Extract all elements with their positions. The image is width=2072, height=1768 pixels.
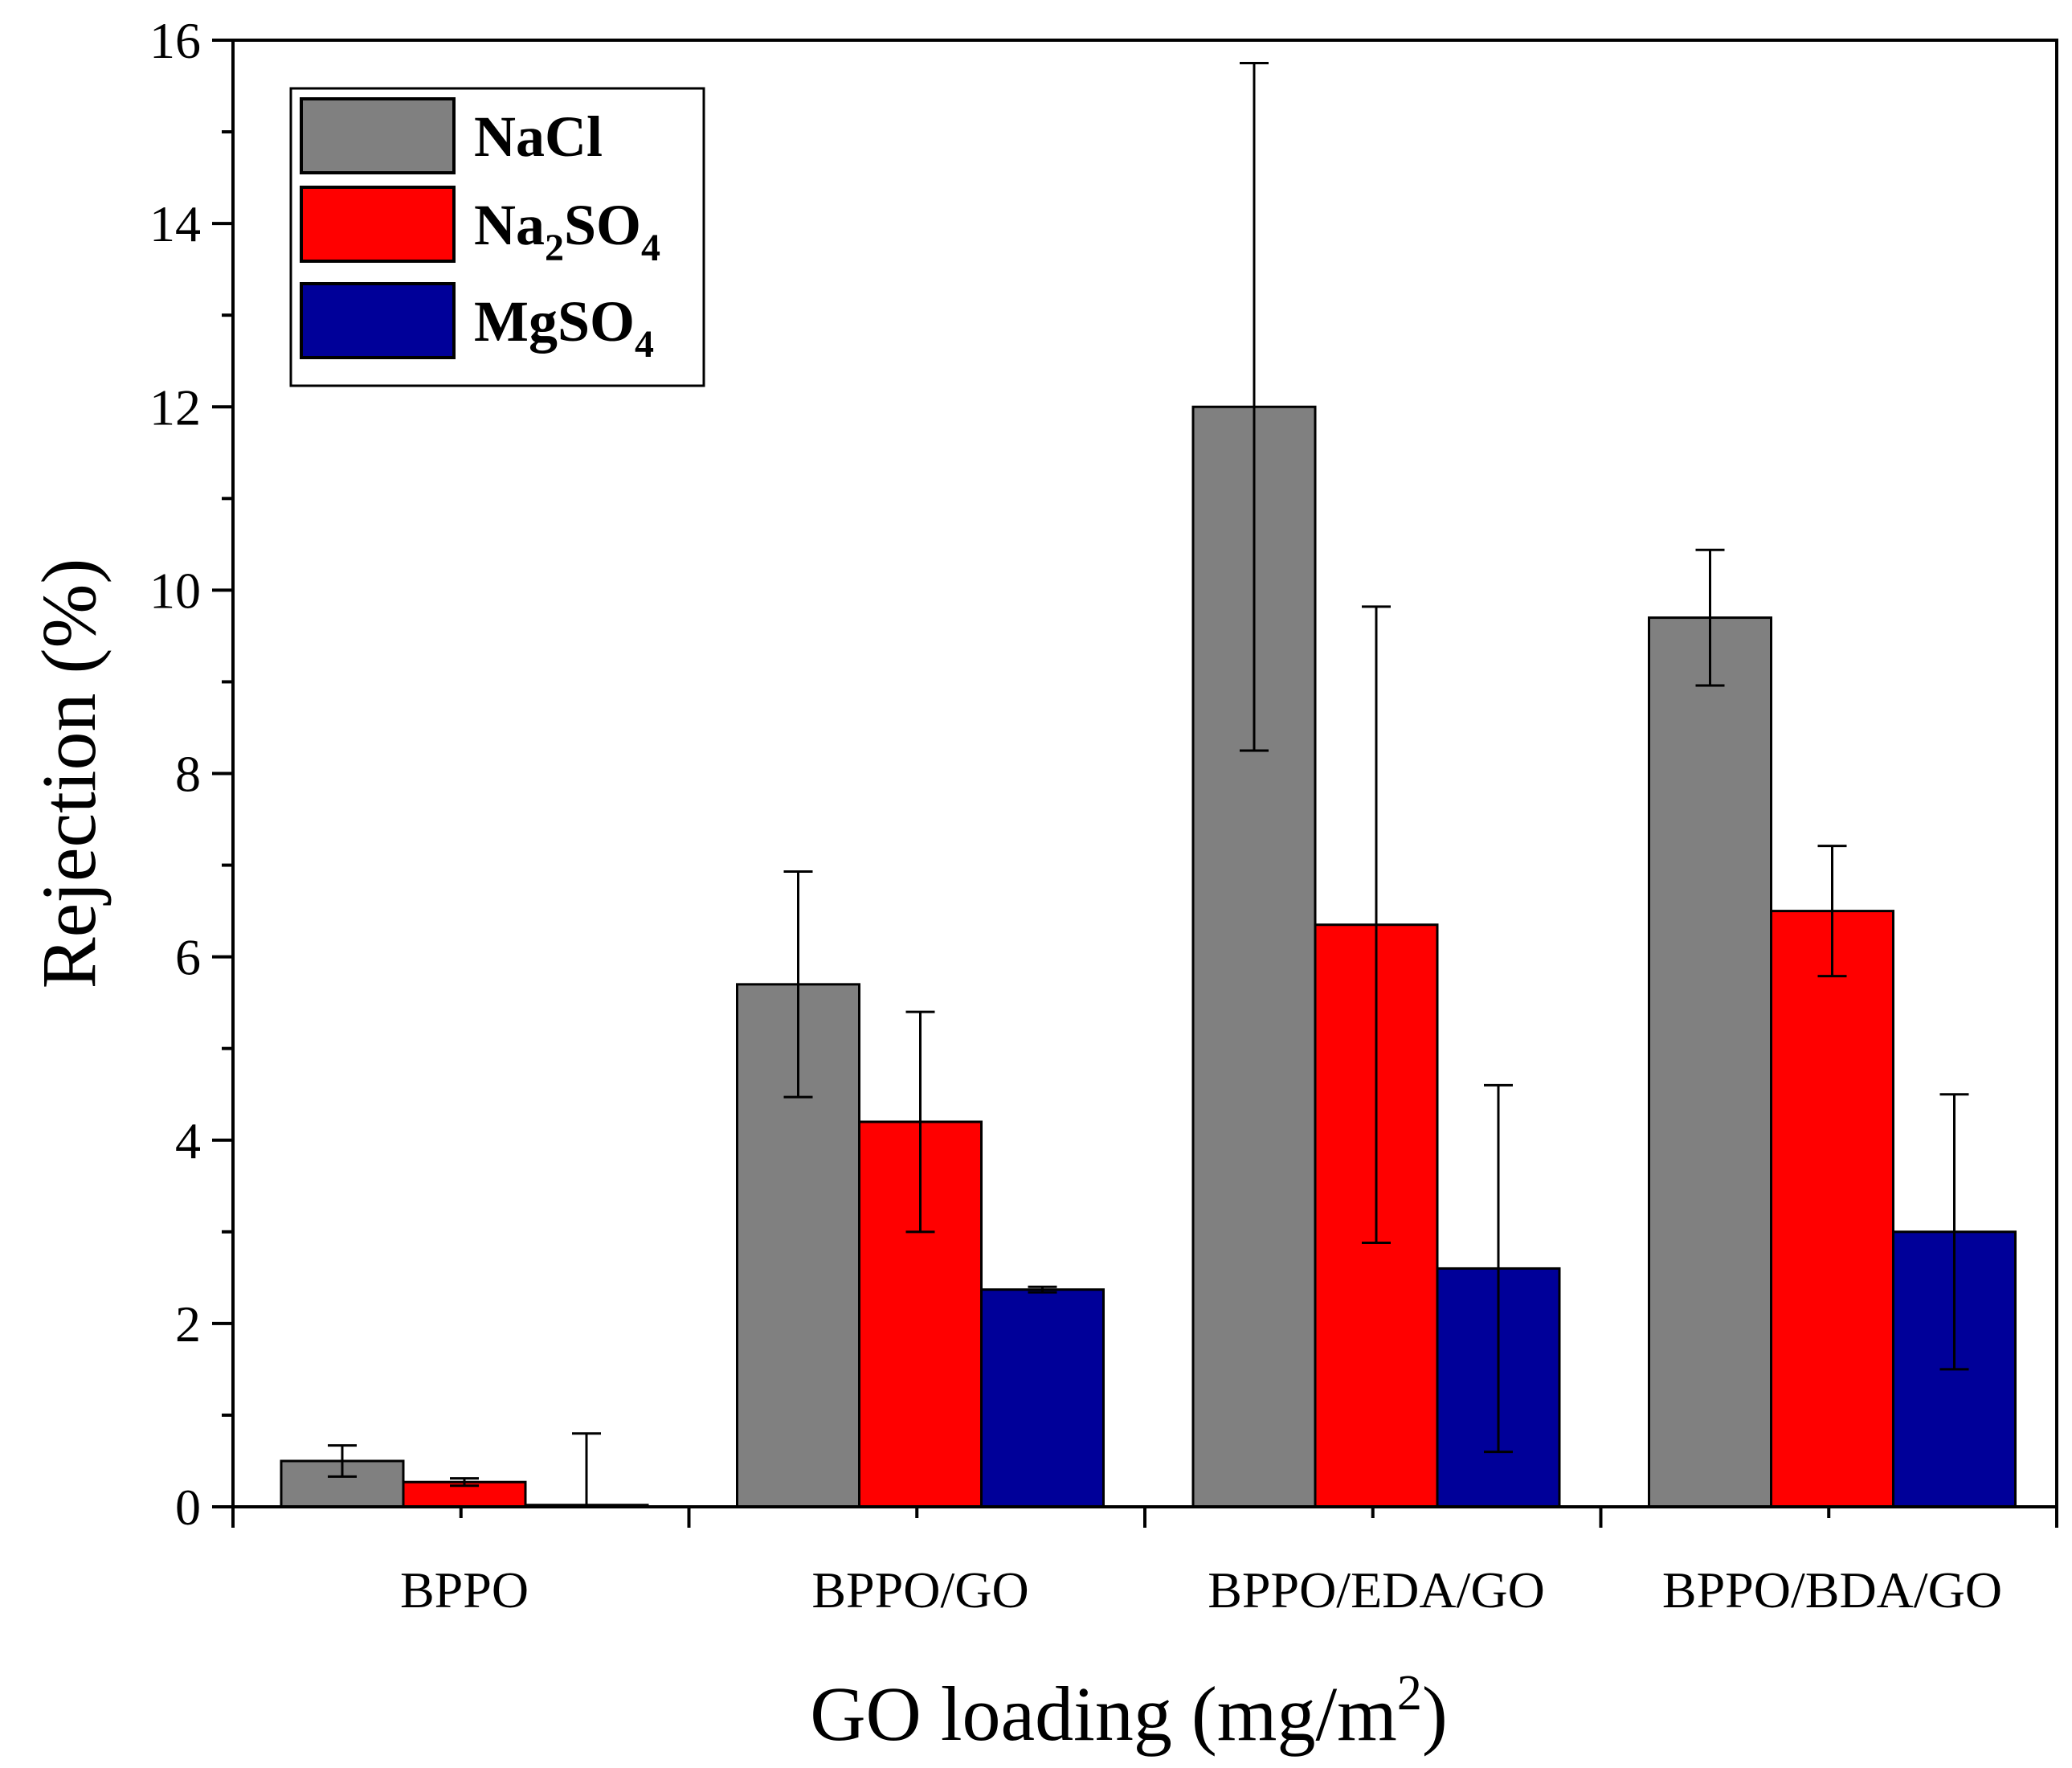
y-tick-label-16: 16 [149, 12, 201, 69]
legend-label-part: Na [474, 193, 545, 257]
y-tick-label-4: 4 [175, 1112, 201, 1169]
legend-label-subscript: 2 [545, 227, 564, 269]
legend-label-part: MgSO [474, 289, 635, 354]
legend-swatch-na2so4 [300, 186, 456, 263]
y-tick-label-8: 8 [175, 746, 201, 803]
legend-label-part: NaCl [474, 104, 603, 169]
y-tick-label-14: 14 [149, 195, 201, 252]
y-tick-label-0: 0 [175, 1479, 201, 1536]
y-tick-label-6: 6 [175, 929, 201, 986]
legend-swatch-mgso4 [300, 282, 456, 359]
legend-label-subscript: 4 [635, 323, 654, 366]
legend-label-mgso4: MgSO4 [474, 289, 654, 366]
y-tick-label-10: 10 [149, 562, 201, 619]
x-category-label-2: BPPO/EDA/GO [1208, 1561, 1545, 1619]
bar-na2so4-3 [1770, 910, 1894, 1508]
y-tick-label-2: 2 [175, 1295, 201, 1353]
legend-label-na2so4: Na2SO4 [474, 193, 660, 269]
bars-layer [280, 405, 2017, 1508]
x-category-label-0: BPPO [400, 1561, 529, 1619]
legend-swatch-nacl [300, 97, 456, 174]
x-axis-title-main: GO loading (mg/m [810, 1671, 1397, 1757]
labels-layer: 0 2 4 6 8 10 12 14 16 BPPO BPPO/GO BPPO/EDA/GO BPPO/… [26, 12, 2002, 1757]
legend-label-part: SO [564, 193, 641, 257]
y-tick-label-12: 12 [149, 379, 201, 436]
x-axis-title: GO loading (mg/m2) [810, 1666, 1448, 1757]
legend-label-nacl: NaCl [474, 104, 603, 169]
x-category-label-1: BPPO/GO [811, 1561, 1028, 1619]
error-bars-layer [328, 62, 1969, 1508]
bar-mgso4-1 [980, 1288, 1105, 1508]
axes-layer [212, 39, 2058, 1528]
bar-nacl-3 [1648, 616, 1772, 1508]
x-category-label-3: BPPO/BDA/GO [1662, 1561, 2002, 1619]
legend-label-subscript: 4 [641, 227, 660, 269]
x-axis-title-end: ) [1422, 1671, 1448, 1757]
y-axis-title: Rejection (%) [26, 559, 112, 989]
x-axis-title-sup: 2 [1397, 1666, 1422, 1721]
bar-na2so4-0 [402, 1480, 527, 1508]
